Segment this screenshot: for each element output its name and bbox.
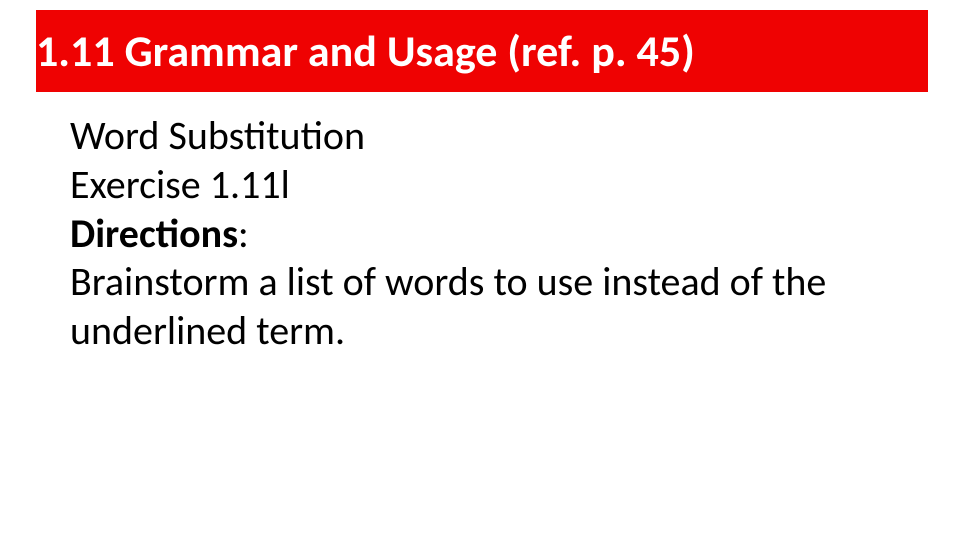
slide-title: 1.11 Grammar and Usage (ref. p. 45)	[36, 28, 695, 74]
directions-colon: :	[238, 209, 249, 258]
body-line-2: Exercise 1.11l	[70, 161, 890, 210]
slide: 1.11 Grammar and Usage (ref. p. 45) Word…	[0, 0, 960, 540]
directions-label: Directions	[70, 209, 238, 258]
body-line-1: Word Substitution	[70, 112, 890, 161]
slide-body: Word Substitution Exercise 1.11l Directi…	[70, 112, 890, 356]
body-line-4: Brainstorm a list of words to use instea…	[70, 258, 890, 356]
body-line-3: Directions:	[70, 210, 890, 259]
title-bar: 1.11 Grammar and Usage (ref. p. 45)	[36, 10, 928, 92]
